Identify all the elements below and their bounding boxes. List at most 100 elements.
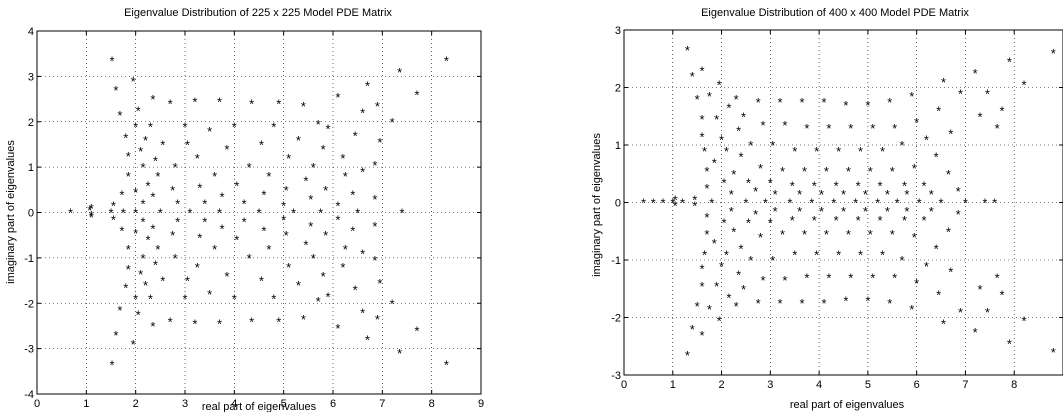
data-point: * [856,178,861,193]
data-point: * [756,296,761,311]
data-point: * [936,288,941,303]
data-point: * [143,278,148,293]
data-point: * [372,158,377,173]
data-point: * [444,53,449,68]
data-point: * [792,247,797,262]
data-point: * [704,164,709,179]
chart-right: Eigenvalue Distribution of 400 x 400 Mod… [591,7,1063,411]
data-point: * [802,164,807,179]
data-point: * [692,198,697,213]
data-point: * [353,128,358,143]
data-point: * [800,95,805,110]
data-point: * [973,325,978,340]
data-point: * [175,215,180,230]
y-tick-label: -4 [24,389,34,401]
data-point: * [702,144,707,159]
data-point: * [173,160,178,175]
data-point: * [985,86,990,101]
data-point: * [700,328,705,343]
data-point: * [153,258,158,273]
data-point: * [326,122,331,137]
data-point: * [119,224,124,239]
data-point: * [912,230,917,245]
data-point: * [760,118,765,133]
data-point: * [641,196,646,211]
data-point: * [126,169,131,184]
y-tick-label: 3 [28,71,34,83]
x-axis-label: real part of eigenvalues [202,401,317,412]
data-point: * [846,164,851,179]
data-point: * [948,265,953,280]
data-point: * [365,333,370,348]
data-point: * [748,253,753,268]
data-point: * [773,204,778,219]
data-point: * [985,305,990,320]
data-point: * [318,206,323,221]
data-point: * [224,269,229,284]
data-point: * [787,196,792,211]
data-point: * [804,121,809,136]
data-point: * [311,251,316,266]
x-ticks: 0 1 2 3 4 5 6 7 8 9 [34,31,484,410]
data-point: * [284,183,289,198]
data-point: * [904,204,909,219]
data-point: * [895,196,900,211]
data-point: * [797,187,802,202]
x-tick-label: 5 [865,379,871,391]
data-point: * [834,213,839,228]
data-point: * [890,164,895,179]
x-tick-label: 1 [670,379,676,391]
x-tick-label: 8 [429,398,435,410]
data-point: * [148,292,153,307]
y-tick-label: 1 [28,162,34,174]
data-point: * [758,161,763,176]
data-point: * [995,270,1000,285]
data-point: * [726,290,731,305]
data-point: * [323,228,328,243]
data-point: * [824,227,829,242]
x-tick-label: 5 [281,398,287,410]
y-tick-label: -1 [24,253,34,265]
data-point: * [340,151,345,166]
data-point: * [880,247,885,262]
data-point: * [375,99,380,114]
data-point: * [914,115,919,130]
data-point: * [743,196,748,211]
data-point: * [739,150,744,165]
data-point: * [736,124,741,139]
data-point: * [197,230,202,245]
data-point: * [836,247,841,262]
data-point: * [308,219,313,234]
data-point: * [133,185,138,200]
data-point: * [400,206,405,221]
data-point: * [724,144,729,159]
data-point: * [909,302,914,317]
data-point: * [660,196,665,211]
data-point: * [770,138,775,153]
data-point: * [234,178,239,193]
data-point: * [117,108,122,123]
data-point: * [758,230,763,245]
data-point: * [826,270,831,285]
data-point: * [316,117,321,132]
data-point: * [301,312,306,327]
data-point: * [924,259,929,274]
data-point: * [160,274,165,289]
data-point: * [360,305,365,320]
data-point: * [826,121,831,136]
data-point: * [714,112,719,127]
data-point: * [982,196,987,211]
data-point: * [390,115,395,130]
data-point: * [126,262,131,277]
data-point: * [948,127,953,142]
data-point: * [266,169,271,184]
data-point: * [902,178,907,193]
data-point: * [136,103,141,118]
x-tick-label: 3 [767,379,773,391]
data-point: * [780,227,785,242]
data-point: * [885,187,890,202]
data-point: * [390,296,395,311]
data-point: * [185,274,190,289]
data-point: * [397,346,402,361]
